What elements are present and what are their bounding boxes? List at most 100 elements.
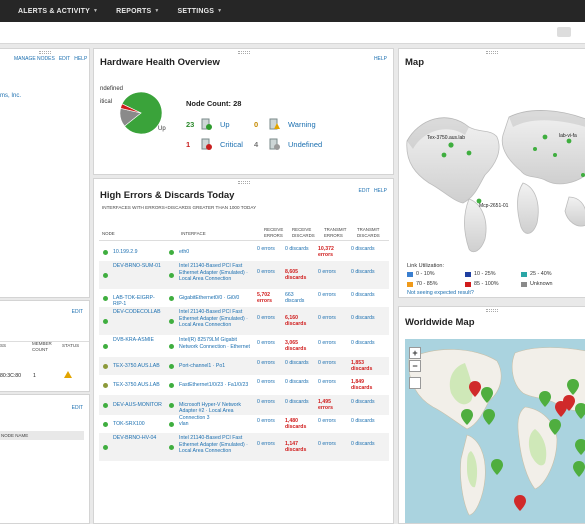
interface-link[interactable]: Microsoft Hyper-V Network Adapter #2 · L… [179,401,241,421]
interface-link[interactable]: FastEthernet1/0/23 · Fa1/0/23 [179,381,249,388]
status-dot [103,382,108,388]
layers-icon[interactable] [409,377,421,389]
left-panel-middle: EDIT SS MEMBER COUNT STATUS 80:3C:80 1 [0,300,90,392]
network-map-canvas[interactable]: Tex-3750.aus.lab lab-vi-fa Mcp-2651-01 [399,79,585,257]
stat-up[interactable]: 23 Up [186,118,230,130]
table-row[interactable]: DEV-CODECOLLAB Intel 21140-Based PCI Fast… [99,307,389,335]
help-link[interactable]: HELP [74,56,88,62]
node-link[interactable]: DEV-BRNO-HV-04 [113,435,157,441]
table-row[interactable]: DEV-AUS-MONITOR Microsoft Hyper-V Network… [99,395,389,421]
nav-settings-label: SETTINGS [177,7,215,15]
interface-status-dot [169,343,174,349]
group-link[interactable]: ms, Inc. [0,93,22,99]
hardware-health-panel: Hardware Health Overview HELP ndefined i… [93,48,394,175]
manage-nodes-link[interactable]: MANAGE NODES [14,56,55,62]
col-header-receive-discards: RECEIVE DISCARDS [292,227,315,238]
col-header-member-count: MEMBER COUNT [32,341,52,352]
drag-handle-icon[interactable] [486,309,498,312]
col-header-node: NODE [102,231,115,236]
left-panel-links: MANAGE NODES EDIT HELP [10,56,87,62]
legend-title: Link Utilization: [407,263,444,269]
edit-link[interactable]: EDIT [358,188,370,194]
interface-link[interactable]: Intel(R) 82579LM Gigabit Network Connect… [179,337,250,350]
interface-link[interactable]: eth0 [179,248,190,255]
transmit-discards-value: 1,853 discards [351,359,373,373]
drag-handle-icon[interactable] [237,51,250,54]
interface-link[interactable]: Intel 21140-Based PCI Fast Ethernet Adap… [179,309,248,328]
panel-links: EDIT HELP [355,188,387,194]
nav-reports-label: REPORTS [116,7,152,15]
status-dot [103,318,108,324]
node-status-pie-chart[interactable] [119,91,163,135]
table-row[interactable]: TEX-3750.AUS.LAB Port-channel1 · Po1 0 err… [99,357,389,375]
node-link[interactable]: LAB-TOK-EIGRP-RIP-1 [113,294,155,308]
table-row[interactable]: DEV-BRNO-HV-04 Intel 21140-Based PCI Fast… [99,433,389,461]
table-row[interactable]: 10.199.2.9 eth0 0 errors 0 discards 10,372 e… [99,243,389,261]
help-link[interactable]: HELP [373,188,387,194]
node-link[interactable]: DEV-AUS-MONITOR [113,401,162,408]
transmit-errors-value: 0 errors [318,359,336,366]
drag-handle-icon[interactable] [486,51,498,54]
map-node-label-1[interactable]: Tex-3750.aus.lab [427,135,465,141]
chevron-down-icon: ▼ [217,8,223,14]
row-mac: 80:3C:80 [0,373,22,379]
stat-warning[interactable]: 0 Warning [254,118,316,130]
status-dot [103,249,108,255]
node-link[interactable]: 10.199.2.9 [113,248,138,255]
node-link[interactable]: DEV-CODECOLLAB [113,309,161,315]
left-panel-top: MANAGE NODES EDIT HELP ms, Inc. [0,48,90,298]
edit-link[interactable]: EDIT [71,405,83,411]
interface-link[interactable]: Intel 21140-Based PCI Fast Ethernet Adap… [179,435,248,454]
node-link[interactable]: TEX-3750.AUS.LAB [113,381,160,388]
map-node-label-3[interactable]: Mcp-2651-01 [479,203,509,209]
table-row[interactable]: TEX-3750.AUS.LAB FastEthernet1/0/23 · Fa1… [99,375,389,395]
interface-link[interactable]: vlan [179,420,189,427]
stat-undefined[interactable]: 4 Undefined [254,138,322,150]
drag-handle-icon[interactable] [237,181,250,184]
interface-link[interactable]: Port-channel1 · Po1 [179,362,226,369]
worldwide-map-panel: Worldwide Map + − [398,306,585,524]
node-link[interactable]: DEV-BRNO-SUM-01 [113,263,161,269]
not-seeing-expected-result-link[interactable]: Not seeing expected result? [407,290,474,296]
pie-slice-critical[interactable] [120,103,142,114]
map-node-label-2[interactable]: lab-vi-fa [559,133,577,139]
warning-icon [64,371,72,378]
status-dot [103,444,108,450]
interface-link[interactable]: Intel 21140-Based PCI Fast Ethernet Adap… [179,263,248,282]
node-link[interactable]: TOK-SRX100 [113,420,145,427]
table-row[interactable]: DVB-KRA-ASMIE Intel(R) 82579LM Gigabit Ne… [99,335,389,357]
transmit-errors-value: 0 errors [318,268,336,275]
nav-settings[interactable]: SETTINGS ▼ [178,8,223,15]
node-link[interactable]: DVB-KRA-ASMIE [113,337,154,343]
chevron-down-icon: ▼ [154,8,160,14]
drag-handle-icon[interactable] [38,51,51,54]
receive-discards-value: 1,480 discards [285,417,307,431]
more-options-icon[interactable] [557,27,571,37]
node-link[interactable]: TEX-3750.AUS.LAB [113,362,160,369]
receive-discards-value: 3,065 discards [285,339,307,353]
table-row[interactable]: DEV-BRNO-SUM-01 Intel 21140-Based PCI Fas… [99,261,389,289]
table-row[interactable]: TOK-SRX100 vlan 0 errors 1,480 discards 0 er… [99,415,389,433]
pie-slice-up[interactable] [121,91,163,135]
receive-errors-value: 5,702 errors [257,291,272,305]
edit-link[interactable]: EDIT [58,56,71,62]
interface-status-dot [169,444,174,450]
stat-undefined-count: 4 [254,139,259,149]
left-panel-bottom: EDIT NODE NAME [0,394,90,524]
zoom-out-button[interactable]: − [409,360,421,372]
pie-label-critical: itical [100,99,113,105]
worldwide-map-canvas[interactable] [405,339,585,524]
help-link[interactable]: HELP [373,56,387,62]
zoom-in-button[interactable]: + [409,347,421,359]
interface-link[interactable]: GigabitEthernet0/0 · Gi0/0 [179,294,240,301]
nav-alerts-activity[interactable]: ALERTS & ACTIVITY ▼ [18,8,98,15]
edit-link[interactable]: EDIT [71,309,83,315]
legend-swatch [407,281,413,287]
nav-reports[interactable]: REPORTS ▼ [116,8,159,15]
stat-critical[interactable]: 1 Critical [186,138,243,150]
table-row[interactable]: LAB-TOK-EIGRP-RIP-1 GigabitEthernet0/0 · … [99,289,389,307]
transmit-errors-value: 0 errors [318,440,336,447]
panel-subtitle: INTERFACES WITH ERRORS+DISCARDS GREATER … [102,205,257,210]
page-header-bar [0,22,585,44]
receive-discards-value: 0 discards [285,378,309,385]
